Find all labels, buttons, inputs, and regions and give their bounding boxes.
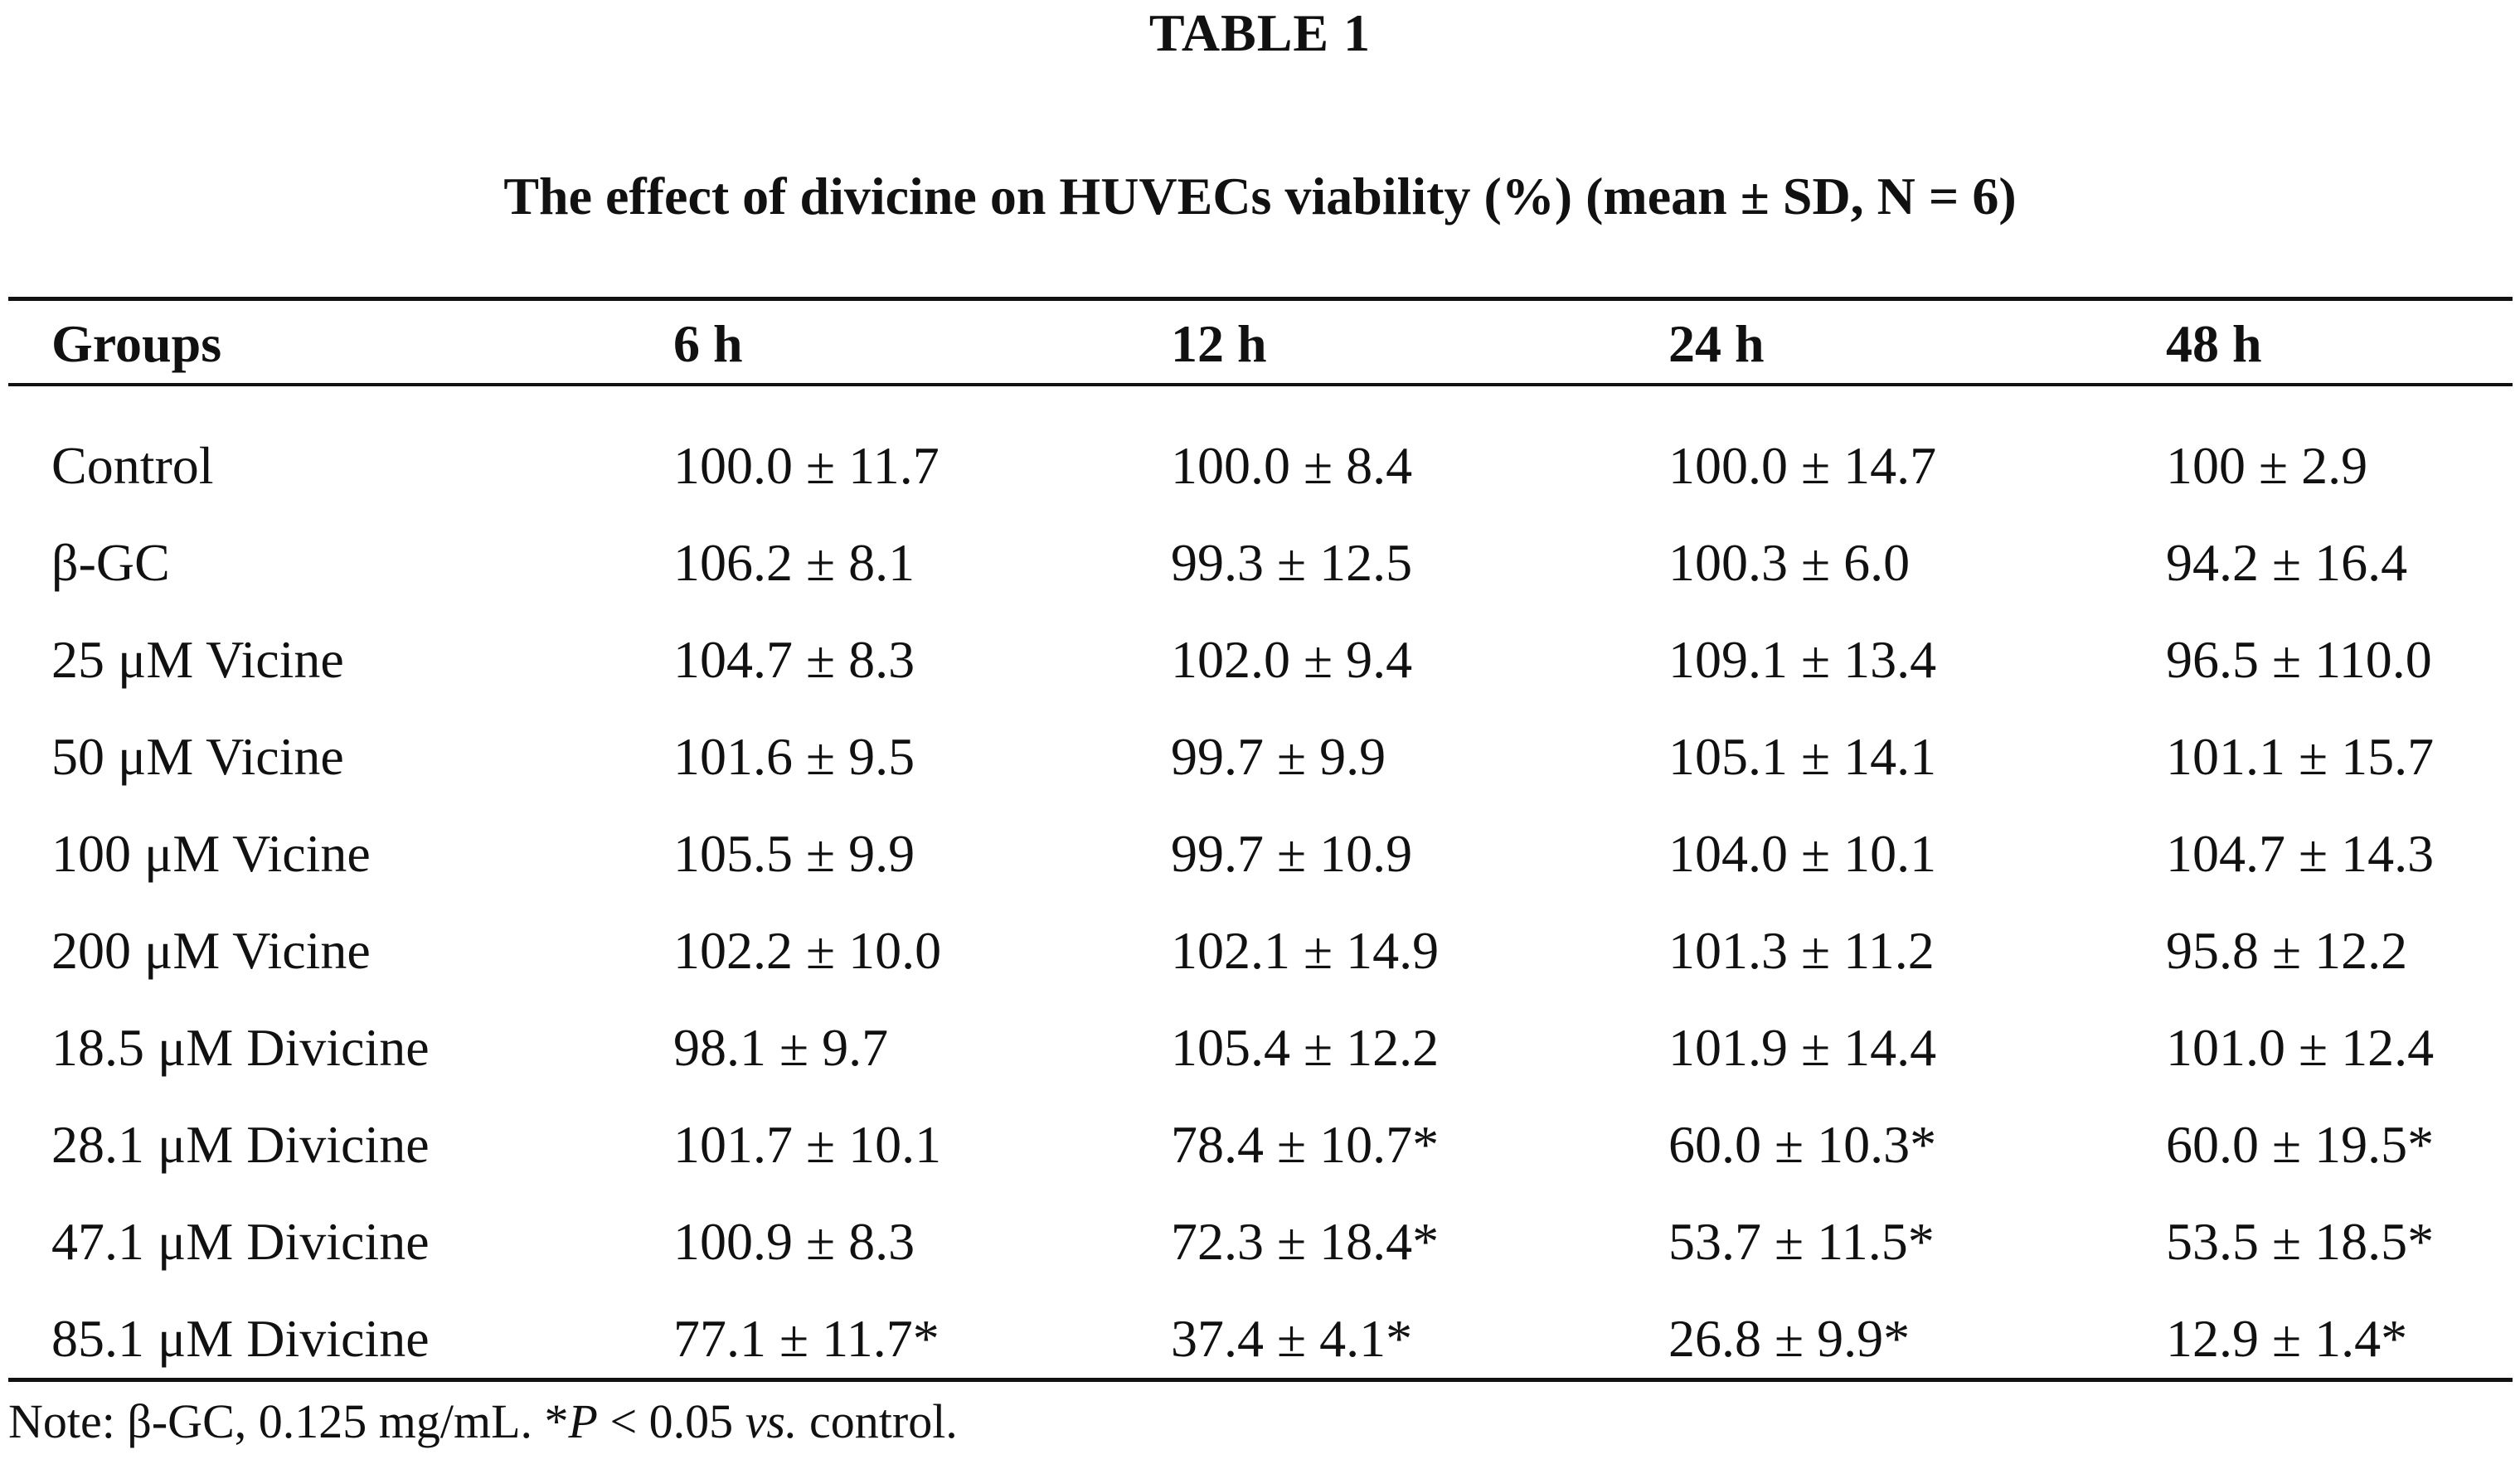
table-row: 85.1 μM Divicine 77.1 ± 11.7* 37.4 ± 4.1…: [0, 1293, 2520, 1384]
value-cell: 26.8 ± 9.9*: [1668, 1309, 1911, 1368]
value-cell: 104.7 ± 8.3: [673, 630, 915, 689]
footnote-text: Note: β-GC, 0.125 mg/mL. *: [8, 1394, 569, 1448]
value-cell: 102.2 ± 10.0: [673, 921, 942, 980]
value-cell: 102.1 ± 14.9: [1171, 921, 1440, 980]
value-cell: 100.0 ± 14.7: [1668, 436, 1937, 495]
value-cell: 53.5 ± 18.5*: [2166, 1212, 2435, 1271]
value-cell: 78.4 ± 10.7*: [1171, 1115, 1440, 1174]
header-rule: [8, 383, 2513, 386]
table-row: β-GC 106.2 ± 8.1 99.3 ± 12.5 100.3 ± 6.0…: [0, 517, 2520, 608]
value-cell: 60.0 ± 10.3*: [1668, 1115, 1937, 1174]
table-row: 100 μM Vicine 105.5 ± 9.9 99.7 ± 10.9 10…: [0, 808, 2520, 899]
value-cell: 105.1 ± 14.1: [1668, 727, 1937, 786]
table-label: TABLE 1: [1148, 3, 1372, 62]
value-cell: 100.9 ± 8.3: [673, 1212, 915, 1271]
value-cell: 99.7 ± 10.9: [1171, 824, 1413, 883]
value-cell: 77.1 ± 11.7*: [673, 1309, 940, 1368]
header-6h: 6 h: [673, 314, 743, 373]
header-24h: 24 h: [1668, 314, 1765, 373]
footnote-text: control.: [797, 1394, 958, 1448]
value-cell: 53.7 ± 11.5*: [1668, 1212, 1935, 1271]
table-row: 200 μM Vicine 102.2 ± 10.0 102.1 ± 14.9 …: [0, 905, 2520, 996]
value-cell: 105.4 ± 12.2: [1171, 1018, 1440, 1077]
value-cell: 96.5 ± 110.0: [2166, 630, 2432, 689]
group-cell: 28.1 μM Divicine: [51, 1115, 430, 1174]
value-cell: 101.0 ± 12.4: [2166, 1018, 2435, 1077]
table-row: 50 μM Vicine 101.6 ± 9.5 99.7 ± 9.9 105.…: [0, 711, 2520, 802]
value-cell: 101.9 ± 14.4: [1668, 1018, 1937, 1077]
value-cell: 94.2 ± 16.4: [2166, 533, 2408, 592]
value-cell: 101.6 ± 9.5: [673, 727, 915, 786]
value-cell: 100.0 ± 11.7: [673, 436, 940, 495]
group-cell: 85.1 μM Divicine: [51, 1309, 430, 1368]
value-cell: 98.1 ± 9.7: [673, 1018, 889, 1077]
table-row: 28.1 μM Divicine 101.7 ± 10.1 78.4 ± 10.…: [0, 1099, 2520, 1190]
table-row: 47.1 μM Divicine 100.9 ± 8.3 72.3 ± 18.4…: [0, 1196, 2520, 1287]
header-groups: Groups: [51, 314, 222, 373]
value-cell: 106.2 ± 8.1: [673, 533, 915, 592]
value-cell: 100.3 ± 6.0: [1668, 533, 1911, 592]
group-cell: 200 μM Vicine: [51, 921, 371, 980]
value-cell: 109.1 ± 13.4: [1668, 630, 1937, 689]
footnote-vs: vs.: [745, 1394, 798, 1448]
table-caption: The effect of divicine on HUVECs viabili…: [503, 167, 2017, 225]
table-footnote: Note: β-GC, 0.125 mg/mL. *P < 0.05 vs. c…: [8, 1393, 958, 1451]
value-cell: 72.3 ± 18.4*: [1171, 1212, 1440, 1271]
group-cell: 47.1 μM Divicine: [51, 1212, 430, 1271]
group-cell: 25 μM Vicine: [51, 630, 344, 689]
value-cell: 100 ± 2.9: [2166, 436, 2368, 495]
header-12h: 12 h: [1171, 314, 1267, 373]
footnote-p-symbol: P: [568, 1394, 598, 1448]
value-cell: 102.0 ± 9.4: [1171, 630, 1413, 689]
top-rule: [8, 297, 2513, 301]
group-cell: 100 μM Vicine: [51, 824, 371, 883]
bottom-rule: [8, 1378, 2513, 1382]
header-row: Groups 6 h 12 h 24 h 48 h: [0, 298, 2520, 390]
group-cell: 18.5 μM Divicine: [51, 1018, 430, 1077]
value-cell: 101.3 ± 11.2: [1668, 921, 1935, 980]
value-cell: 60.0 ± 19.5*: [2166, 1115, 2435, 1174]
value-cell: 100.0 ± 8.4: [1171, 436, 1413, 495]
value-cell: 101.1 ± 15.7: [2166, 727, 2435, 786]
value-cell: 105.5 ± 9.9: [673, 824, 915, 883]
value-cell: 104.0 ± 10.1: [1668, 824, 1937, 883]
value-cell: 104.7 ± 14.3: [2166, 824, 2435, 883]
group-cell: Control: [51, 436, 214, 495]
table-row: Control 100.0 ± 11.7 100.0 ± 8.4 100.0 ±…: [0, 420, 2520, 511]
value-cell: 99.3 ± 12.5: [1171, 533, 1413, 592]
value-cell: 12.9 ± 1.4*: [2166, 1309, 2408, 1368]
header-48h: 48 h: [2166, 314, 2262, 373]
table-row: 25 μM Vicine 104.7 ± 8.3 102.0 ± 9.4 109…: [0, 614, 2520, 705]
value-cell: 95.8 ± 12.2: [2166, 921, 2408, 980]
value-cell: 37.4 ± 4.1*: [1171, 1309, 1413, 1368]
table-row: 18.5 μM Divicine 98.1 ± 9.7 105.4 ± 12.2…: [0, 1002, 2520, 1093]
footnote-text: < 0.05: [597, 1394, 745, 1448]
value-cell: 101.7 ± 10.1: [673, 1115, 942, 1174]
value-cell: 99.7 ± 9.9: [1171, 727, 1386, 786]
group-cell: 50 μM Vicine: [51, 727, 344, 786]
group-cell: β-GC: [51, 533, 170, 592]
